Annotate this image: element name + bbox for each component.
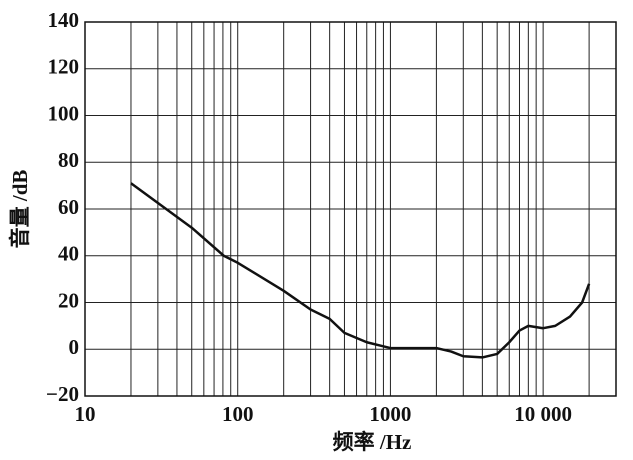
y-tick-label: −20 <box>46 382 79 406</box>
y-tick-label: 60 <box>58 195 79 219</box>
y-tick-label: 140 <box>48 8 80 32</box>
x-tick-label: 1000 <box>369 402 411 426</box>
y-tick-label: 40 <box>58 242 79 266</box>
data-line <box>130 182 591 359</box>
y-tick-label: 0 <box>69 335 80 359</box>
y-tick-label: 100 <box>48 101 80 125</box>
x-axis-label: 频率 /Hz <box>333 430 412 454</box>
x-tick-label: 100 <box>222 402 254 426</box>
y-tick-label: 80 <box>58 148 79 172</box>
plot-frame <box>84 21 617 397</box>
y-tick-label: 120 <box>48 55 80 79</box>
y-tick-label: 20 <box>58 288 79 312</box>
x-tick-label: 10 <box>75 402 96 426</box>
x-tick-label: 10 000 <box>514 402 572 426</box>
y-axis-label: 音量 /dB <box>8 170 32 249</box>
